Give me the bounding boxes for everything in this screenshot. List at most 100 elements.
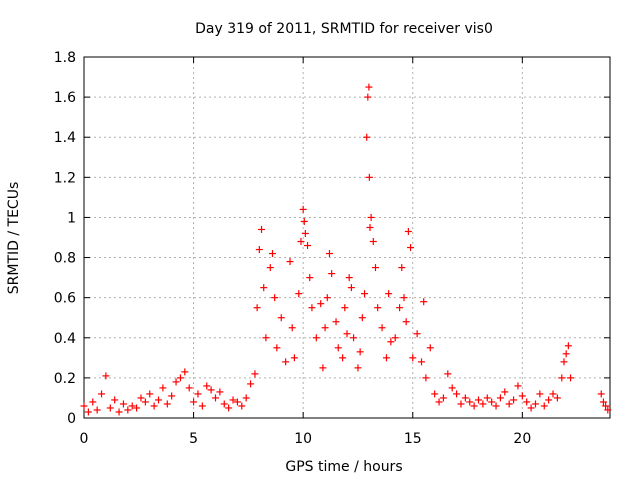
y-tick-label: 1.6 — [54, 90, 76, 106]
data-point — [271, 294, 279, 302]
y-axis-tick-labels: 0 0.2 0.4 0.6 0.8 1 1.2 1.4 1.6 1.8 — [54, 50, 76, 427]
chart-title: Day 319 of 2011, SRMTID for receiver vis… — [195, 21, 493, 37]
y-tick-label: 1.8 — [54, 50, 76, 66]
data-point — [371, 264, 379, 272]
data-point — [527, 404, 535, 412]
data-point — [540, 402, 548, 410]
data-point — [255, 246, 263, 254]
data-point — [531, 400, 539, 408]
data-point — [483, 394, 491, 402]
data-point — [288, 324, 296, 332]
data-point — [398, 264, 406, 272]
x-tick-label: 20 — [513, 431, 531, 447]
data-point — [488, 398, 496, 406]
data-point — [367, 213, 375, 221]
data-point — [159, 384, 167, 392]
data-point — [304, 242, 312, 250]
data-point — [420, 298, 428, 306]
data-point — [282, 358, 290, 366]
data-point — [268, 250, 276, 258]
data-point — [133, 404, 141, 412]
data-point — [176, 374, 184, 382]
data-point — [387, 338, 395, 346]
data-point — [461, 394, 469, 402]
data-point — [251, 370, 259, 378]
axis-ticks — [83, 56, 610, 419]
data-point — [238, 402, 246, 410]
data-point — [505, 400, 513, 408]
data-point — [361, 290, 369, 298]
y-tick-label: 1.4 — [54, 130, 76, 146]
data-point — [119, 400, 127, 408]
data-point — [404, 227, 412, 235]
data-point — [98, 390, 106, 398]
data-point — [407, 244, 415, 252]
data-point — [549, 390, 557, 398]
y-tick-label: 0 — [67, 411, 76, 427]
data-point — [470, 402, 478, 410]
data-point — [247, 380, 255, 388]
data-point — [448, 384, 456, 392]
data-point — [354, 364, 362, 372]
data-point — [413, 330, 421, 338]
data-point — [308, 304, 316, 312]
data-point — [523, 398, 531, 406]
data-point — [89, 398, 97, 406]
data-point — [253, 304, 261, 312]
data-point — [128, 402, 136, 410]
data-point — [332, 318, 340, 326]
data-point — [366, 223, 374, 231]
data-point — [233, 398, 241, 406]
data-point — [163, 400, 171, 408]
data-point — [220, 400, 228, 408]
data-point — [321, 324, 329, 332]
data-point — [242, 394, 250, 402]
data-point — [402, 318, 410, 326]
data-point — [216, 388, 224, 396]
data-point — [363, 133, 371, 141]
data-point — [453, 390, 461, 398]
data-point — [492, 402, 500, 410]
data-point — [260, 284, 268, 292]
data-point — [80, 402, 88, 410]
data-point — [567, 374, 575, 382]
data-point — [339, 354, 347, 362]
data-point — [141, 398, 149, 406]
data-point — [382, 354, 390, 362]
y-tick-label: 0.2 — [54, 371, 76, 387]
y-tick-label: 1 — [67, 210, 76, 226]
data-point — [457, 400, 465, 408]
data-point — [150, 402, 158, 410]
data-point — [341, 304, 349, 312]
data-point — [365, 83, 373, 91]
data-point — [106, 404, 114, 412]
x-axis-label: GPS time / hours — [285, 459, 402, 475]
data-point — [273, 344, 281, 352]
data-point — [435, 398, 443, 406]
x-tick-label: 0 — [80, 431, 89, 447]
data-point — [258, 225, 266, 233]
data-point — [444, 370, 452, 378]
data-point — [93, 406, 101, 414]
data-point — [536, 390, 544, 398]
data-point — [185, 384, 193, 392]
data-point — [102, 372, 110, 380]
y-tick-label: 0.6 — [54, 291, 76, 307]
data-point — [422, 374, 430, 382]
data-point — [325, 250, 333, 258]
data-point — [146, 390, 154, 398]
data-point — [124, 406, 132, 414]
data-point — [172, 378, 180, 386]
data-point — [203, 382, 211, 390]
data-point — [475, 396, 482, 404]
data-point — [374, 304, 382, 312]
y-tick-label: 1.2 — [54, 170, 76, 186]
plot-frame — [83, 56, 611, 419]
data-point — [364, 93, 372, 101]
data-point — [553, 394, 561, 402]
data-point — [300, 217, 308, 225]
data-point — [604, 406, 612, 414]
data-point — [301, 229, 309, 237]
x-axis-tick-labels: 0 5 10 15 20 — [80, 431, 532, 447]
data-point — [286, 258, 294, 266]
